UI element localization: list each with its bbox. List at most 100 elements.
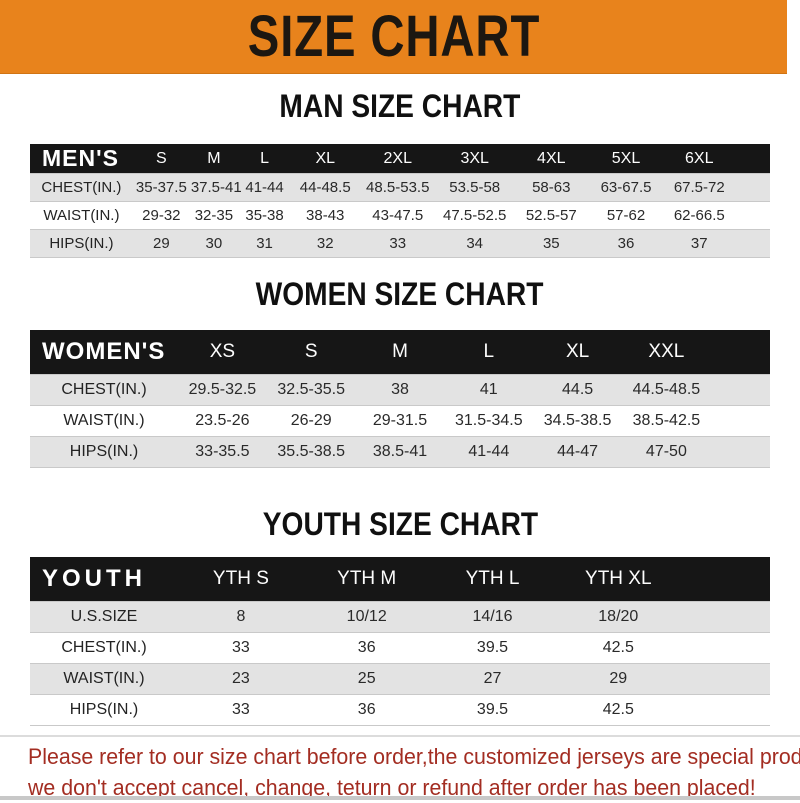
size-header-cell: YTH S [212,567,269,589]
size-value-cell: 44-47 [557,442,599,460]
table-header-row: WOMEN'S XS S M L XL XXL [30,330,770,374]
size-header-cell: 4XL [537,149,566,167]
section-heading-text: WOMEN SIZE CHART [256,275,544,313]
size-header-cell: M [392,340,408,362]
row-label: HIPS(IN.) [69,442,139,460]
table-title-cell: MEN'S [42,145,119,171]
section-heading: WOMEN SIZE CHART [0,275,800,313]
table-header-row: MEN'S S M L XL 2XL 3XL 4XL 5XL 6XL [30,144,770,174]
header-filler-cell [736,144,770,174]
size-table: WOMEN'S XS S M L XL XXL CHEST(IN.) 29.5-32.5 32.… [30,330,770,468]
size-value-cell: 31.5-34.5 [454,411,523,429]
row-label: WAIST(IN.) [63,411,145,429]
size-value-cell: 10/12 [346,608,387,625]
size-value-cell: 44.5 [562,380,594,398]
size-value-cell: 29.5-32.5 [188,380,257,398]
header-filler-cell [711,330,770,374]
size-value-cell: 35-37.5 [135,179,187,196]
size-header-cell: L [260,149,269,167]
size-value-cell: 18/20 [598,608,639,625]
row-label: WAIST(IN.) [63,670,145,687]
banner-title: SIZE CHART [247,3,540,69]
footer-note-line-2: we don't accept cancel, change, teturn o… [28,775,756,800]
table-row: CHEST(IN.) 29.5-32.5 32.5-35.5 38 41 44.5 44.5… [30,374,770,405]
size-value-cell: 32-35 [194,207,234,224]
size-value-cell: 62-66.5 [673,207,725,224]
header-filler-cell [681,557,770,602]
size-header-cell: S [304,340,318,362]
row-filler-cell [681,633,770,664]
row-label: HIPS(IN.) [69,701,139,718]
footer-note-line-1: Please refer to our size chart before or… [28,744,800,769]
size-value-cell: 29-31.5 [372,411,428,429]
size-value-cell: 14/16 [472,608,513,625]
size-value-cell: 52.5-57 [525,207,577,224]
size-value-cell: 37 [690,235,708,252]
size-table: YOUTH YTH S YTH M YTH L YTH XL U.S.SIZE 8 10/1… [30,556,770,727]
size-value-cell: 33 [389,235,407,252]
size-section: WOMEN SIZE CHART WOMEN'S XS S M L XL XXL CHEST… [0,275,800,468]
size-value-cell: 67.5-72 [673,179,725,196]
row-label: WAIST(IN.) [43,207,120,224]
table-row: CHEST(IN.) 35-37.5 37.5-41 41-44 44-48.5 48.5… [30,173,770,202]
size-value-cell: 30 [205,235,223,252]
table-row: U.S.SIZE 8 10/12 14/16 18/20 [30,601,770,633]
table-row: WAIST(IN.) 23.5-26 26-29 29-31.5 31.5-34.5 34… [30,405,770,436]
size-chart-sections: MAN SIZE CHART MEN'S S M L XL 2XL 3XL 4XL 5XL 6XL… [0,87,800,727]
size-value-cell: 35-38 [245,207,284,224]
size-value-cell: 33 [232,701,250,718]
size-value-cell: 39.5 [476,701,509,718]
size-value-cell: 32 [316,235,334,252]
table-title-cell: YOUTH [42,564,146,592]
size-value-cell: 38 [391,380,409,398]
row-label: CHEST(IN.) [61,639,147,656]
row-label: HIPS(IN.) [49,235,114,252]
size-header-cell: 6XL [685,149,714,167]
size-value-cell: 48.5-53.5 [366,179,430,196]
size-value-cell: 34 [466,235,484,252]
size-value-cell: 36 [357,701,376,718]
size-header-cell: YTH M [337,567,397,589]
row-label: CHEST(IN.) [61,380,147,398]
size-value-cell: 31 [256,235,273,252]
size-value-cell: 23.5-26 [195,411,250,429]
size-value-cell: 8 [236,608,246,625]
table-header-row: YOUTH YTH S YTH M YTH L YTH XL [30,556,770,602]
size-header-cell: YTH XL [585,567,652,589]
size-header-cell: 2XL [383,149,412,167]
section-heading-text: MAN SIZE CHART [279,87,521,125]
row-filler-cell [711,436,770,467]
size-value-cell: 38-43 [306,207,345,224]
section-heading: YOUTH SIZE CHART [0,505,800,542]
table-row: HIPS(IN.) 29 30 31 32 33 34 35 36 37 [30,229,770,258]
size-value-cell: 38.5-42.5 [632,411,701,429]
table-row: WAIST(IN.) 23 25 27 29 [30,663,770,695]
size-value-cell: 34.5-38.5 [543,411,612,429]
size-table: MEN'S S M L XL 2XL 3XL 4XL 5XL 6XL CHEST(IN.) 35-3… [30,144,770,258]
bottom-strip [0,796,800,800]
size-value-cell: 29-32 [142,207,181,224]
section-heading-text: YOUTH SIZE CHART [262,505,538,542]
size-value-cell: 41 [479,380,498,398]
row-filler-cell [736,202,770,230]
row-filler-cell [681,664,770,695]
size-value-cell: 53.5-58 [449,179,501,196]
size-value-cell: 26-29 [290,411,332,429]
size-value-cell: 42.5 [602,701,634,718]
row-filler-cell [681,602,770,633]
table-row: HIPS(IN.) 33-35.5 35.5-38.5 38.5-41 41-44 44-… [30,436,770,467]
size-header-cell: YTH L [465,567,520,589]
size-header-cell: 5XL [611,149,641,167]
size-header-cell: S [156,149,167,167]
size-header-cell: L [483,340,495,362]
size-value-cell: 41-44 [245,179,284,196]
size-section: MAN SIZE CHART MEN'S S M L XL 2XL 3XL 4XL 5XL 6XL… [0,87,800,258]
size-value-cell: 29 [609,670,628,687]
table-title-cell: WOMEN'S [42,337,166,365]
size-value-cell: 42.5 [602,639,634,656]
size-value-cell: 35.5-38.5 [277,442,345,460]
row-filler-cell [711,374,770,405]
row-label: CHEST(IN.) [41,179,122,196]
footer-note: Please refer to our size chart before or… [0,735,800,803]
